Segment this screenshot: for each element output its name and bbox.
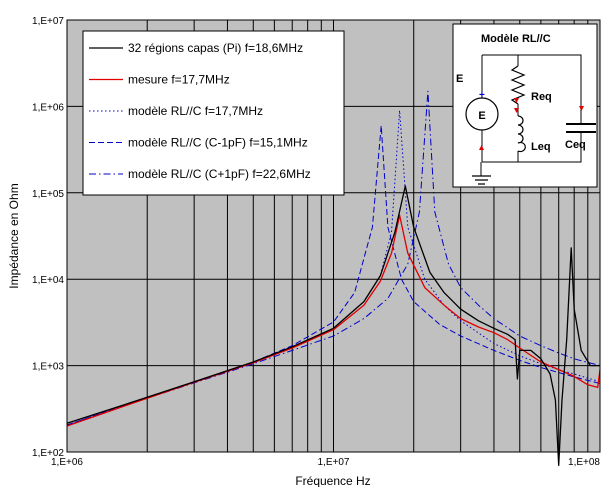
plot-frame [66,19,601,453]
series-line-2 [66,214,601,427]
series-line-3 [66,109,601,426]
legend-label: modèle RL//C f=17,7MHz [128,104,263,118]
legend-label: modèle RL//C (C+1pF) f=22,6MHz [128,167,311,181]
y-tick-label: 1,E+06 [32,102,64,113]
inset-title: Modèle RL//C [481,33,551,45]
x-tick-label: 1,E+07 [318,457,350,468]
voltage-source-label: E [456,73,463,85]
x-tick-labels: 1,E+06 1,E+07 1,E+08 [51,457,600,468]
x-tick-label: 1,E+06 [51,457,83,468]
voltage-source-symbol-label: E [478,110,485,122]
series-line-1 [66,185,600,467]
series-lines [66,90,601,467]
y-tick-label: 1,E+03 [32,362,64,373]
inductor-label: Leq [531,141,551,153]
legend-label: modèle RL//C (C-1pF) f=15,1MHz [128,136,308,150]
legend: 32 régions capas (Pi) f=18,6MHz mesure f=… [82,30,345,196]
y-tick-labels: 1,E+02 1,E+03 1,E+04 1,E+05 1,E+06 1,E+07 [32,16,64,459]
resistor-label: Req [531,91,552,103]
series-line-5 [66,90,601,426]
capacitor-label: Ceq [565,139,586,151]
y-tick-label: 1,E+04 [32,275,64,286]
legend-label: mesure f=17,7MHz [128,73,230,87]
x-tick-label: 1,E+08 [568,457,600,468]
circuit-inset: Modèle RL//C E + E Req Leq Ceq [452,23,598,188]
legend-label: 32 régions capas (Pi) f=18,6MHz [128,41,303,55]
y-tick-label: 1,E+05 [32,189,64,200]
y-axis-title: Impédance en Ohm [7,183,21,288]
x-axis-title: Fréquence Hz [295,474,370,487]
y-tick-label: 1,E+07 [32,16,64,27]
source-plus-sign: + [479,90,485,101]
inductor-symbol [517,115,526,153]
ground-symbol [472,175,491,185]
legend-box [82,30,345,196]
y-tick-label: 1,E+02 [32,448,64,459]
voltage-source-symbol [465,97,499,131]
